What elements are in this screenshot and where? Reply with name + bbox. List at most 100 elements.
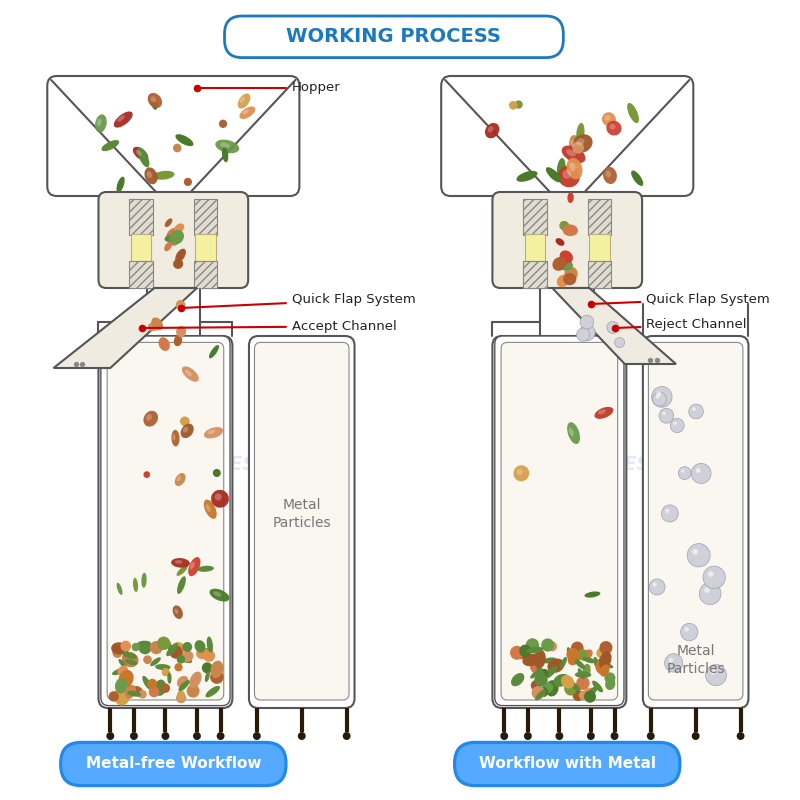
Ellipse shape [576, 123, 585, 143]
Ellipse shape [210, 589, 230, 602]
Text: ZONESUN: ZONESUN [183, 454, 290, 474]
Ellipse shape [181, 424, 194, 438]
Text: Reject Channel: Reject Channel [618, 318, 746, 331]
Ellipse shape [127, 691, 142, 697]
Ellipse shape [167, 672, 171, 684]
Ellipse shape [574, 659, 586, 670]
Ellipse shape [659, 408, 674, 423]
Ellipse shape [242, 110, 249, 114]
Ellipse shape [210, 670, 224, 684]
FancyBboxPatch shape [101, 336, 230, 706]
Ellipse shape [555, 238, 565, 246]
Bar [588, 198, 611, 235]
Ellipse shape [97, 118, 102, 126]
Ellipse shape [537, 667, 546, 681]
Ellipse shape [253, 732, 261, 740]
Ellipse shape [603, 167, 617, 184]
Ellipse shape [138, 147, 150, 167]
Ellipse shape [542, 638, 554, 652]
Ellipse shape [198, 566, 214, 572]
Ellipse shape [176, 654, 192, 663]
Ellipse shape [125, 659, 138, 665]
FancyBboxPatch shape [254, 342, 349, 700]
Ellipse shape [647, 732, 654, 740]
Ellipse shape [183, 427, 188, 433]
Point [190, 82, 203, 94]
Ellipse shape [174, 335, 182, 346]
Text: WORKING PROCESS: WORKING PROCESS [286, 27, 502, 46]
Ellipse shape [170, 646, 182, 658]
Ellipse shape [172, 236, 179, 244]
Ellipse shape [606, 121, 622, 135]
Ellipse shape [102, 140, 119, 151]
Ellipse shape [111, 642, 126, 654]
Ellipse shape [569, 427, 574, 436]
Point [75, 358, 88, 370]
Ellipse shape [180, 417, 190, 426]
Ellipse shape [342, 732, 350, 740]
Ellipse shape [157, 637, 170, 650]
FancyBboxPatch shape [501, 342, 618, 700]
Ellipse shape [584, 690, 596, 702]
FancyBboxPatch shape [441, 76, 694, 196]
Ellipse shape [176, 326, 186, 338]
Ellipse shape [182, 642, 192, 652]
Ellipse shape [568, 652, 581, 666]
Ellipse shape [154, 170, 174, 180]
Ellipse shape [142, 676, 151, 690]
Ellipse shape [674, 422, 677, 425]
Ellipse shape [562, 170, 571, 178]
Ellipse shape [118, 670, 134, 688]
FancyBboxPatch shape [225, 16, 563, 58]
Ellipse shape [204, 499, 217, 518]
Ellipse shape [153, 682, 166, 691]
Ellipse shape [174, 609, 178, 614]
FancyBboxPatch shape [494, 336, 624, 706]
Ellipse shape [166, 643, 178, 656]
Bar [130, 234, 151, 261]
Bar [523, 198, 546, 235]
Ellipse shape [177, 690, 185, 699]
Ellipse shape [174, 473, 186, 486]
Bar [194, 198, 218, 235]
Ellipse shape [149, 686, 159, 698]
Text: Quick Flap System: Quick Flap System [594, 293, 770, 306]
Ellipse shape [594, 407, 614, 419]
Ellipse shape [689, 404, 703, 419]
Ellipse shape [605, 678, 615, 690]
Text: Metal-free Workflow: Metal-free Workflow [86, 757, 261, 771]
Bar [194, 261, 218, 288]
Ellipse shape [488, 126, 494, 132]
Ellipse shape [530, 680, 542, 691]
Ellipse shape [599, 651, 611, 670]
Ellipse shape [539, 668, 548, 684]
Ellipse shape [178, 680, 190, 691]
Ellipse shape [678, 466, 691, 479]
Bar [588, 261, 611, 288]
FancyBboxPatch shape [47, 76, 299, 196]
Ellipse shape [132, 643, 140, 651]
Ellipse shape [576, 138, 584, 146]
Ellipse shape [511, 673, 524, 686]
Ellipse shape [182, 366, 199, 382]
Ellipse shape [177, 676, 189, 688]
Ellipse shape [575, 671, 591, 678]
Ellipse shape [177, 476, 181, 482]
Ellipse shape [573, 690, 583, 701]
Ellipse shape [176, 300, 186, 310]
Ellipse shape [522, 654, 540, 666]
Ellipse shape [605, 672, 615, 683]
FancyBboxPatch shape [59, 741, 287, 787]
Ellipse shape [580, 315, 594, 329]
Ellipse shape [656, 395, 659, 398]
Ellipse shape [542, 682, 554, 694]
Ellipse shape [173, 259, 183, 269]
Ellipse shape [510, 646, 524, 660]
Ellipse shape [596, 648, 607, 658]
Ellipse shape [217, 732, 225, 740]
Ellipse shape [112, 668, 125, 675]
Ellipse shape [188, 557, 201, 576]
Ellipse shape [547, 658, 564, 673]
Ellipse shape [122, 652, 138, 667]
Ellipse shape [161, 683, 170, 693]
